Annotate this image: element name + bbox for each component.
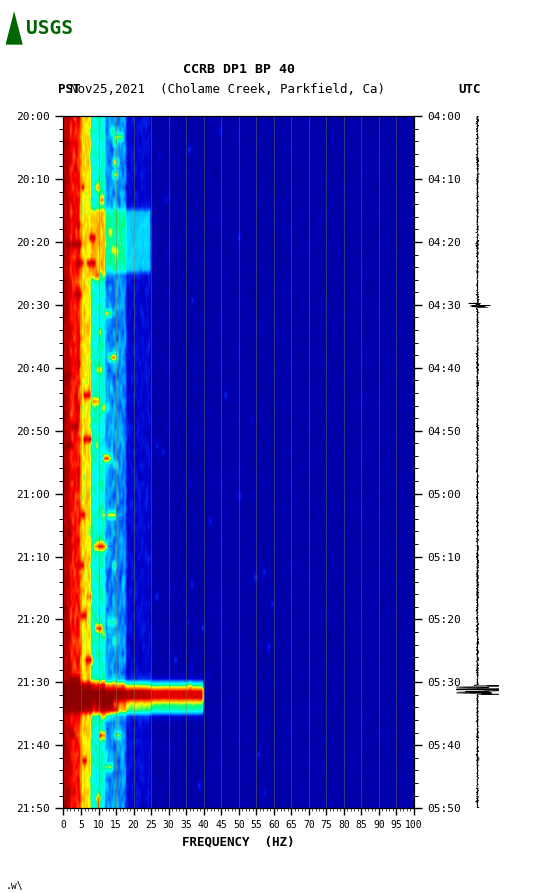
Text: Nov25,2021  (Cholame Creek, Parkfield, Ca): Nov25,2021 (Cholame Creek, Parkfield, Ca… [70, 82, 385, 96]
X-axis label: FREQUENCY  (HZ): FREQUENCY (HZ) [183, 836, 295, 848]
Text: .w\: .w\ [6, 880, 23, 890]
Text: UTC: UTC [458, 82, 480, 96]
Text: PST: PST [58, 82, 81, 96]
Text: CCRB DP1 BP 40: CCRB DP1 BP 40 [183, 63, 295, 76]
Text: USGS: USGS [25, 19, 73, 38]
Polygon shape [6, 12, 23, 45]
